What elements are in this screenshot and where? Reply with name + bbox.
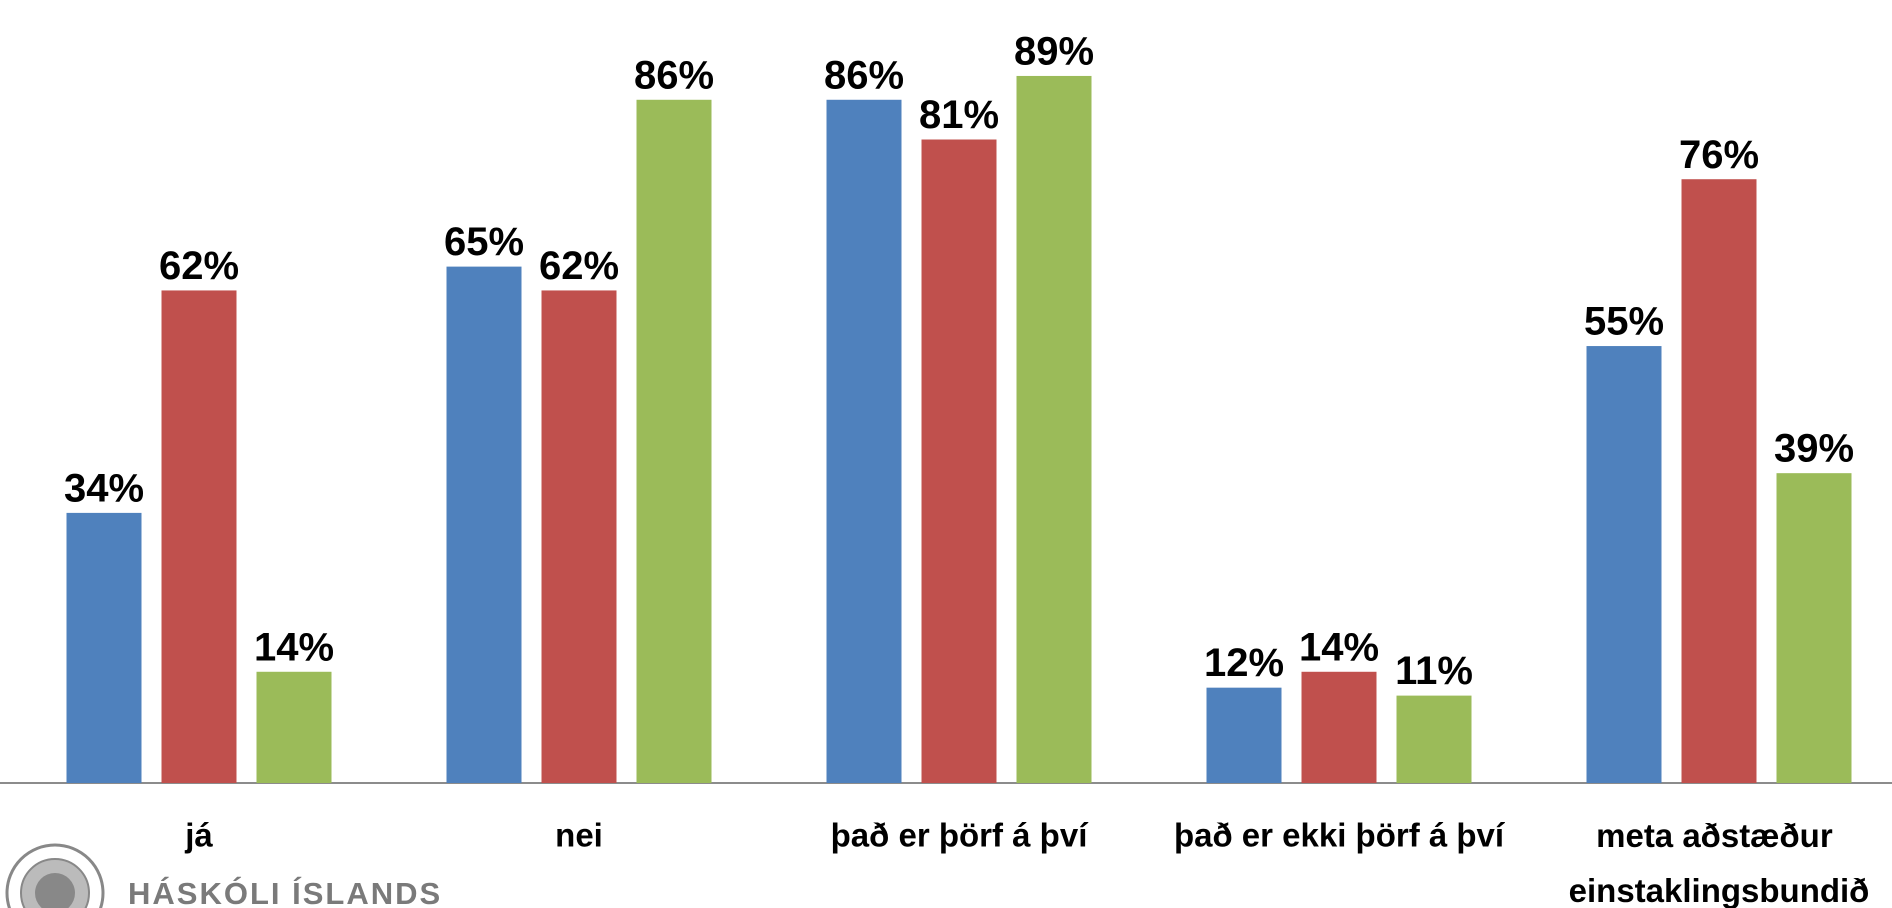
- data-label: 34%: [64, 466, 144, 510]
- data-label: 76%: [1679, 133, 1759, 177]
- data-label: 86%: [824, 53, 904, 97]
- data-label: 55%: [1584, 300, 1664, 344]
- data-label: 89%: [1014, 30, 1094, 74]
- logo-text: HÁSKÓLI ÍSLANDS: [128, 875, 442, 908]
- bar: [1396, 695, 1472, 783]
- logo-seal: [5, 843, 105, 908]
- bar: [636, 99, 712, 784]
- bar: [921, 139, 997, 783]
- data-label: 81%: [919, 93, 999, 137]
- data-label: 86%: [634, 53, 714, 97]
- bar: [256, 671, 332, 783]
- x-tick-label: já: [184, 817, 213, 854]
- bar: [1586, 346, 1662, 783]
- bar: [446, 266, 522, 784]
- bar: [1776, 473, 1852, 783]
- x-tick-label: meta aðstæður einstaklingsbundið: [1569, 817, 1870, 908]
- data-label: 12%: [1204, 641, 1284, 685]
- bar: [66, 512, 142, 783]
- data-label: 14%: [1299, 625, 1379, 669]
- bar: [826, 99, 902, 784]
- bar: [1681, 179, 1757, 783]
- data-label: 11%: [1395, 649, 1473, 693]
- x-tick-label: nei: [555, 817, 603, 854]
- x-tick-label: það er ekki þörf á því: [1174, 817, 1506, 854]
- bar: [1301, 671, 1377, 783]
- data-label: 14%: [254, 625, 334, 669]
- data-label: 65%: [444, 220, 524, 264]
- data-label: 39%: [1774, 427, 1854, 471]
- data-label: 62%: [159, 244, 239, 288]
- bar: [541, 290, 617, 783]
- data-label: 62%: [539, 244, 619, 288]
- x-tick-label: það er þörf á því: [831, 817, 1090, 854]
- bar: [1016, 75, 1092, 783]
- bar: [1206, 687, 1282, 783]
- bar: [161, 290, 237, 783]
